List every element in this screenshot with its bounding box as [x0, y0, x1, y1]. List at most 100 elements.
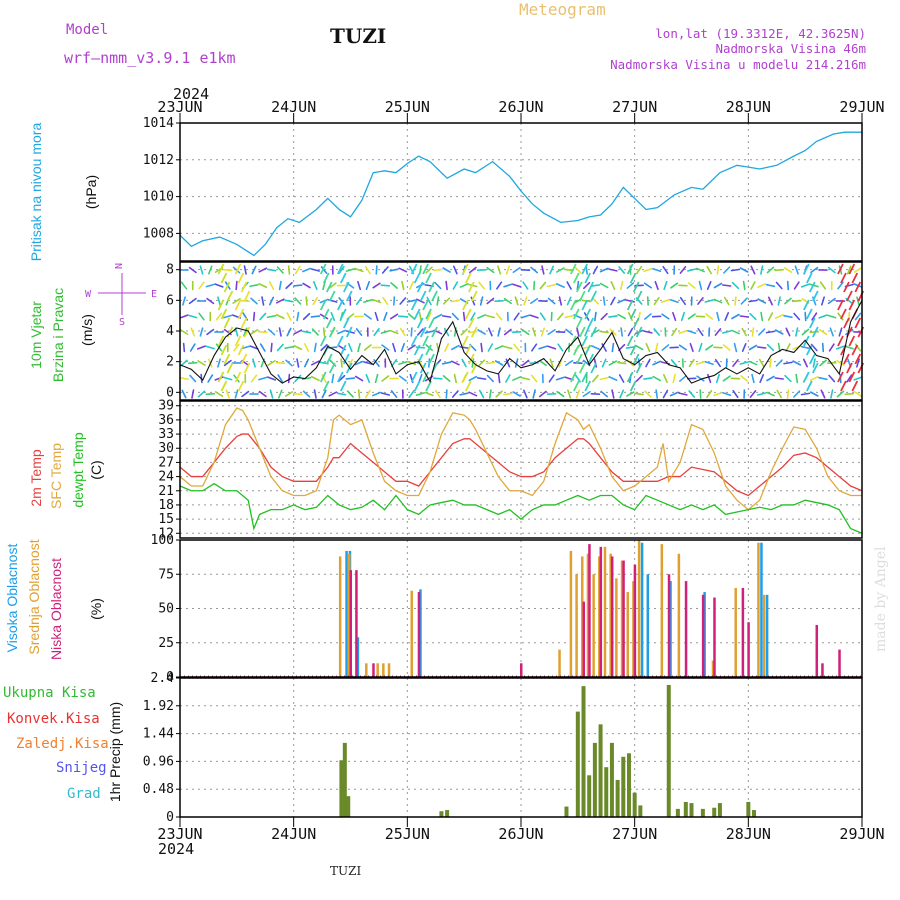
cloud-mid-bar — [632, 581, 635, 677]
wind-arrow — [803, 371, 810, 383]
wind-arrow — [827, 266, 836, 274]
wind-arrow — [766, 375, 775, 382]
wind-arrow — [680, 311, 685, 322]
wind-arrow — [590, 345, 600, 350]
wind-arrow — [398, 375, 407, 382]
wind-arrow — [806, 308, 813, 320]
precip-total-bar — [445, 810, 450, 817]
wind-arrow — [670, 359, 678, 367]
wind-arrow — [465, 308, 472, 320]
wind-arrow — [632, 281, 640, 293]
cloud-low-bar — [610, 556, 614, 677]
y-tick-label: 1014 — [143, 116, 174, 131]
wind-arrow — [696, 375, 705, 382]
precip-total-bar — [717, 803, 722, 817]
wind-arrow — [539, 312, 546, 321]
wind-arrow — [600, 390, 609, 398]
wind-arrow — [382, 296, 389, 306]
precip-legend-item: Grad — [67, 786, 101, 802]
wind-arrow — [827, 314, 837, 319]
wind-arrow — [220, 308, 228, 320]
wind-arrow — [310, 268, 320, 272]
wind-arrow — [261, 296, 265, 306]
cloud-high-bar — [669, 581, 672, 677]
wind-arrow — [249, 345, 259, 350]
wind-arrow — [662, 389, 669, 399]
y-tick-label: 21 — [158, 484, 174, 499]
wind-arrow — [337, 371, 344, 383]
wind-arrow — [843, 281, 850, 293]
wind-arrow — [270, 342, 273, 353]
wind-arrow — [197, 390, 206, 398]
wind-arrow — [836, 390, 845, 398]
wind-arrow — [812, 358, 816, 368]
wind-arrow — [425, 266, 433, 274]
wind-arrow — [252, 358, 256, 368]
wind-arrow — [310, 360, 320, 366]
wind-arrow — [662, 265, 669, 275]
wind-arrow — [198, 312, 205, 321]
wind-arrow — [444, 343, 450, 352]
wind-arrow — [505, 374, 511, 383]
wind-arrow — [618, 266, 626, 274]
wind-arrow — [196, 345, 207, 350]
wind-arrow — [373, 359, 380, 367]
wind-arrow — [425, 308, 432, 320]
wind-arrow — [806, 272, 813, 284]
cloud-mid-bar — [569, 550, 573, 677]
wind-arrow — [556, 267, 565, 273]
wind-arrow — [574, 374, 581, 383]
wind-arrow — [625, 299, 636, 303]
wind-arrow — [854, 281, 862, 293]
wind-arrow — [785, 327, 791, 337]
wind-arrow — [532, 327, 537, 337]
wind-arrow — [471, 290, 478, 302]
wind-arrow — [760, 265, 764, 275]
wind-arrow — [303, 343, 310, 352]
wind-arrow — [629, 344, 637, 356]
wind-arrow — [357, 280, 362, 291]
wind-arrow — [793, 390, 801, 398]
wind-arrow — [750, 265, 756, 275]
wind-arrow — [731, 313, 740, 320]
wind-arrow — [488, 327, 493, 337]
wind-arrow — [594, 311, 597, 322]
wind-arrow — [451, 344, 460, 351]
wind-arrow — [809, 376, 819, 381]
wind-arrow — [584, 308, 592, 320]
y-tick-label: 0.96 — [143, 754, 174, 769]
wind-arrow — [364, 265, 371, 275]
x-tick-label-top: 25JUN — [385, 98, 430, 116]
wind-arrow — [375, 265, 378, 275]
wind-arrow — [505, 265, 510, 275]
wind-arrow — [354, 360, 364, 366]
wind-arrow — [285, 281, 293, 290]
y-tick-label: 24 — [158, 470, 174, 485]
wind-arrow — [459, 392, 469, 396]
wind-arrow — [698, 280, 703, 291]
wind-arrow — [410, 299, 418, 311]
wind-arrow — [587, 281, 595, 293]
wind-arrow — [618, 374, 625, 383]
wind-arrow — [243, 290, 251, 302]
wind-arrow — [179, 376, 189, 381]
wind-arrow — [793, 281, 800, 290]
wind-label-1: 10m Vjetar — [28, 301, 44, 369]
wind-arrow — [848, 335, 856, 347]
wind-arrow — [610, 296, 616, 306]
wind-arrow — [848, 371, 856, 383]
wind-arrow — [442, 375, 451, 382]
wind-arrow — [340, 344, 347, 356]
wind-arrow — [697, 327, 704, 337]
wind-arrow — [688, 390, 696, 398]
wind-arrow — [599, 376, 609, 381]
wind-arrow — [620, 327, 624, 337]
wind-arrow — [678, 344, 688, 351]
wind-arrow — [837, 335, 844, 347]
wind-arrow — [470, 296, 476, 306]
wind-arrow — [795, 373, 799, 384]
wind-arrow — [488, 389, 492, 399]
wind-arrow — [410, 371, 418, 383]
wind-arrow — [413, 344, 421, 356]
wind-arrow — [179, 314, 189, 319]
